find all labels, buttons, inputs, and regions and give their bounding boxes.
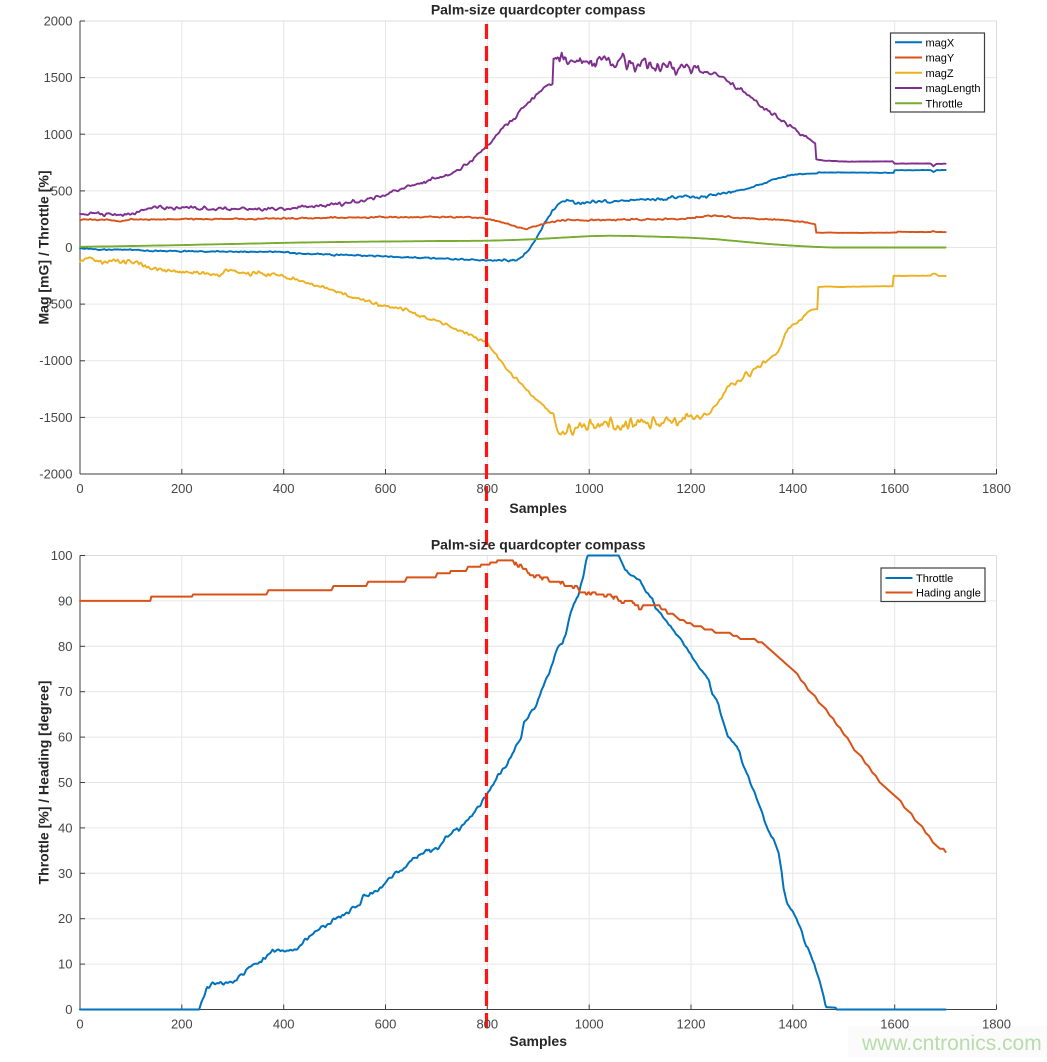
svg-text:0: 0 <box>76 1017 83 1032</box>
svg-text:1600: 1600 <box>880 1017 909 1032</box>
svg-text:Throttle: Throttle <box>916 573 953 585</box>
svg-text:1000: 1000 <box>44 127 73 142</box>
svg-text:200: 200 <box>171 1017 193 1032</box>
svg-text:500: 500 <box>51 183 73 198</box>
svg-text:Hading angle: Hading angle <box>916 588 981 600</box>
svg-text:60: 60 <box>58 730 72 745</box>
svg-text:600: 600 <box>375 481 397 496</box>
svg-text:magZ: magZ <box>926 68 954 80</box>
svg-text:0: 0 <box>65 1002 72 1017</box>
svg-text:400: 400 <box>273 1017 295 1032</box>
svg-text:1400: 1400 <box>778 481 807 496</box>
svg-text:1000: 1000 <box>575 1017 604 1032</box>
svg-text:Samples: Samples <box>509 1033 567 1049</box>
svg-text:0: 0 <box>76 481 83 496</box>
svg-text:1000: 1000 <box>575 481 604 496</box>
svg-text:50: 50 <box>58 775 72 790</box>
svg-text:Throttle: Throttle <box>926 98 963 110</box>
svg-text:70: 70 <box>58 684 72 699</box>
svg-text:Palm-size quardcopter compass: Palm-size quardcopter compass <box>431 537 646 553</box>
svg-text:1200: 1200 <box>677 1017 706 1032</box>
svg-text:www.cntronics.com: www.cntronics.com <box>861 1032 1042 1055</box>
svg-text:30: 30 <box>58 866 72 881</box>
svg-text:1800: 1800 <box>982 1017 1011 1032</box>
svg-text:magX: magX <box>926 37 955 49</box>
svg-text:-2000: -2000 <box>39 467 72 482</box>
svg-text:1800: 1800 <box>982 481 1011 496</box>
svg-text:1500: 1500 <box>44 70 73 85</box>
svg-text:20: 20 <box>58 911 72 926</box>
svg-text:1400: 1400 <box>778 1017 807 1032</box>
svg-text:200: 200 <box>171 481 193 496</box>
svg-text:400: 400 <box>273 481 295 496</box>
svg-text:2000: 2000 <box>44 14 73 29</box>
svg-text:Throttle [%] / Heading [degree: Throttle [%] / Heading [degree] <box>36 681 52 885</box>
svg-text:80: 80 <box>58 639 72 654</box>
svg-text:40: 40 <box>58 820 72 835</box>
svg-text:10: 10 <box>58 957 72 972</box>
svg-text:800: 800 <box>476 1017 498 1032</box>
svg-text:800: 800 <box>476 481 498 496</box>
svg-text:1200: 1200 <box>677 481 706 496</box>
svg-text:90: 90 <box>58 593 72 608</box>
svg-text:0: 0 <box>65 240 72 255</box>
svg-text:magY: magY <box>926 53 955 65</box>
svg-text:Samples: Samples <box>509 500 567 516</box>
svg-text:-1500: -1500 <box>39 410 72 425</box>
svg-text:1600: 1600 <box>880 481 909 496</box>
svg-text:-1000: -1000 <box>39 353 72 368</box>
svg-text:-500: -500 <box>46 297 72 312</box>
svg-text:Palm-size quardcopter compass: Palm-size quardcopter compass <box>431 2 646 18</box>
svg-text:Mag [mG] / Throttle [%]: Mag [mG] / Throttle [%] <box>36 171 52 325</box>
svg-text:magLength: magLength <box>926 83 981 95</box>
svg-text:100: 100 <box>51 548 73 563</box>
svg-text:600: 600 <box>375 1017 397 1032</box>
